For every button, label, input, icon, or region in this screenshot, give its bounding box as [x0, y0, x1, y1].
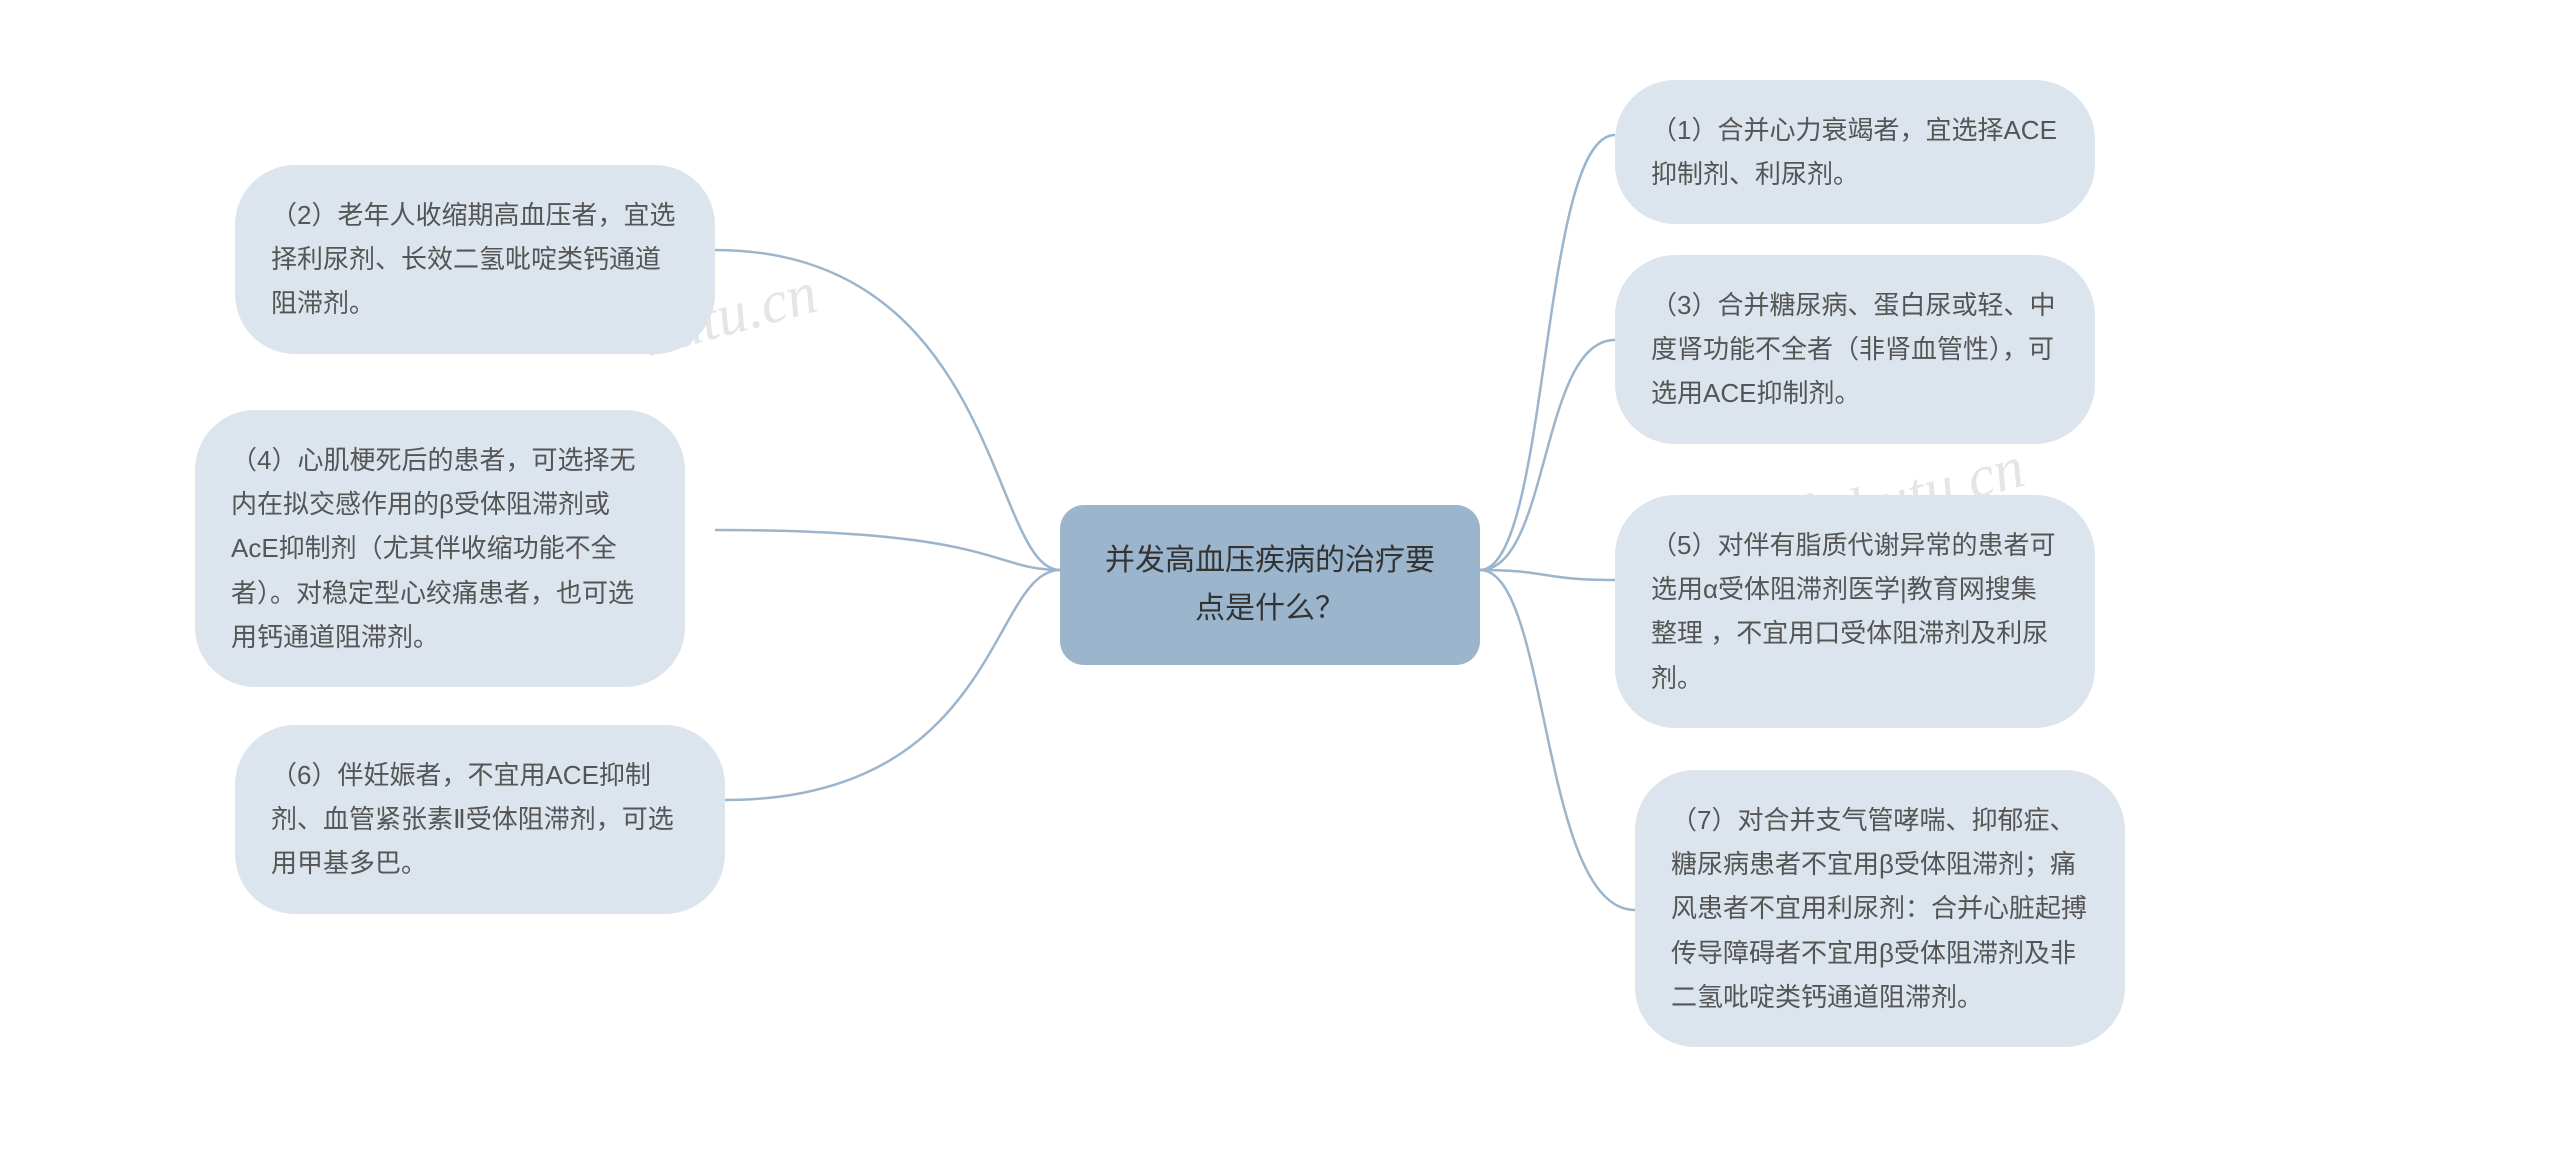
- mindmap-canvas: hutu.cn 树图 shutu.cn 树 并发高血压疾病的治疗要点是什么？ （…: [0, 0, 2560, 1174]
- branch-node-6[interactable]: （6）伴妊娠者，不宜用ACE抑制剂、血管紧张素Ⅱ受体阻滞剂，可选用甲基多巴。: [235, 725, 725, 914]
- branch-text: （3）合并糖尿病、蛋白尿或轻、中度肾功能不全者（非肾血管性），可选用ACE抑制剂…: [1651, 290, 2055, 408]
- branch-text: （2）老年人收缩期高血压者，宜选择利尿剂、长效二氢吡啶类钙通道阻滞剂。: [271, 200, 675, 318]
- branch-node-2[interactable]: （2）老年人收缩期高血压者，宜选择利尿剂、长效二氢吡啶类钙通道阻滞剂。: [235, 165, 715, 354]
- branch-text: （7）对合并支气管哮喘、抑郁症、糖尿病患者不宜用β受体阻滞剂；痛风患者不宜用利尿…: [1671, 805, 2087, 1012]
- branch-text: （5）对伴有脂质代谢异常的患者可选用α受体阻滞剂医学|教育网搜集整理 ，不宜用口…: [1651, 530, 2055, 693]
- branch-node-5[interactable]: （5）对伴有脂质代谢异常的患者可选用α受体阻滞剂医学|教育网搜集整理 ，不宜用口…: [1615, 495, 2095, 728]
- center-node[interactable]: 并发高血压疾病的治疗要点是什么？: [1060, 505, 1480, 665]
- branch-node-3[interactable]: （3）合并糖尿病、蛋白尿或轻、中度肾功能不全者（非肾血管性），可选用ACE抑制剂…: [1615, 255, 2095, 444]
- branch-text: （6）伴妊娠者，不宜用ACE抑制剂、血管紧张素Ⅱ受体阻滞剂，可选用甲基多巴。: [271, 760, 674, 878]
- branch-node-7[interactable]: （7）对合并支气管哮喘、抑郁症、糖尿病患者不宜用β受体阻滞剂；痛风患者不宜用利尿…: [1635, 770, 2125, 1047]
- branch-text: （4）心肌梗死后的患者，可选择无内在拟交感作用的β受体阻滞剂或AcE抑制剂（尤其…: [231, 445, 635, 652]
- branch-text: （1）合并心力衰竭者，宜选择ACE抑制剂、利尿剂。: [1651, 115, 2057, 189]
- branch-node-4[interactable]: （4）心肌梗死后的患者，可选择无内在拟交感作用的β受体阻滞剂或AcE抑制剂（尤其…: [195, 410, 685, 687]
- branch-node-1[interactable]: （1）合并心力衰竭者，宜选择ACE抑制剂、利尿剂。: [1615, 80, 2095, 224]
- center-node-text: 并发高血压疾病的治疗要点是什么？: [1105, 544, 1435, 625]
